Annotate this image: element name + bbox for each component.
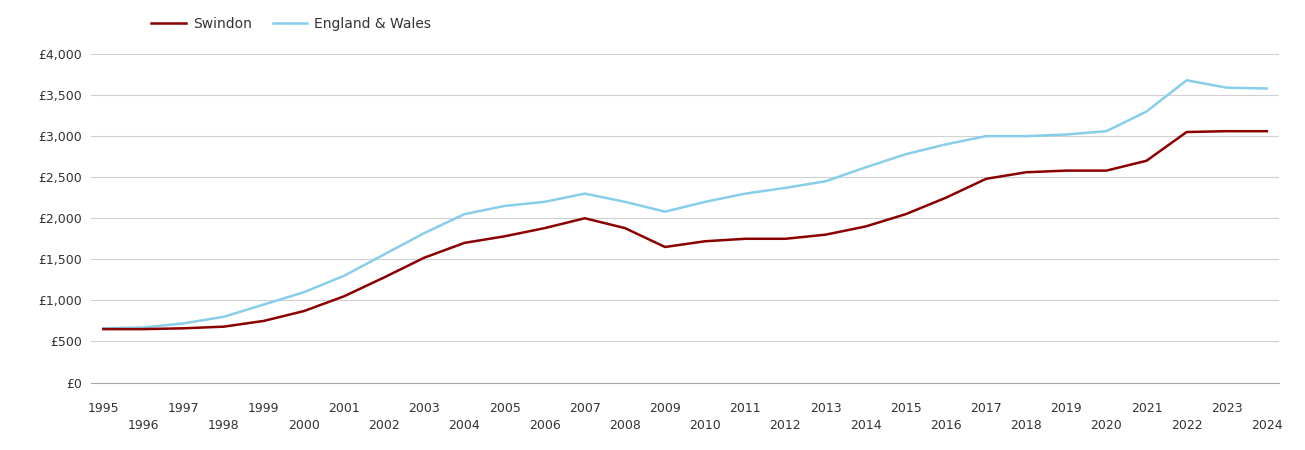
Text: 2018: 2018 (1010, 418, 1041, 432)
England & Wales (658, 209, 673, 214)
England & Wales (737, 191, 753, 196)
England & Wales (818, 179, 834, 184)
England & Wales (136, 325, 151, 330)
Swindon (296, 308, 312, 314)
England & Wales (697, 199, 713, 204)
Text: 1995: 1995 (87, 402, 119, 415)
Swindon (215, 324, 231, 329)
Text: 1997: 1997 (168, 402, 200, 415)
England & Wales (617, 199, 633, 204)
Text: 2009: 2009 (649, 402, 681, 415)
England & Wales (376, 252, 392, 257)
England & Wales (95, 326, 111, 331)
Swindon (376, 274, 392, 280)
England & Wales (176, 321, 192, 326)
England & Wales (577, 191, 592, 196)
Text: 1996: 1996 (128, 418, 159, 432)
Swindon (1178, 129, 1194, 135)
Text: 2006: 2006 (529, 418, 561, 432)
Swindon (337, 293, 352, 299)
Text: 2013: 2013 (809, 402, 842, 415)
England & Wales (416, 230, 432, 236)
England & Wales (337, 273, 352, 279)
Text: 2008: 2008 (609, 418, 641, 432)
Swindon (536, 225, 552, 231)
Swindon (497, 234, 513, 239)
Text: 2014: 2014 (850, 418, 881, 432)
Line: Swindon: Swindon (103, 131, 1267, 329)
Text: 2002: 2002 (368, 418, 401, 432)
England & Wales (215, 314, 231, 319)
Text: 2000: 2000 (288, 418, 320, 432)
Text: 2010: 2010 (689, 418, 722, 432)
England & Wales (1099, 129, 1114, 134)
Text: 1999: 1999 (248, 402, 279, 415)
Text: 2005: 2005 (488, 402, 521, 415)
Swindon (778, 236, 793, 242)
Swindon (95, 326, 111, 332)
Swindon (416, 255, 432, 261)
England & Wales (497, 203, 513, 209)
England & Wales (1058, 132, 1074, 137)
Swindon (617, 225, 633, 231)
Swindon (256, 318, 271, 324)
Swindon (1259, 129, 1275, 134)
Text: 2019: 2019 (1051, 402, 1082, 415)
Text: 2007: 2007 (569, 402, 600, 415)
England & Wales (457, 212, 472, 217)
Text: 2023: 2023 (1211, 402, 1242, 415)
England & Wales (1178, 77, 1194, 83)
Swindon (1139, 158, 1155, 163)
England & Wales (1018, 133, 1034, 139)
Text: 2022: 2022 (1171, 418, 1202, 432)
Swindon (658, 244, 673, 250)
England & Wales (778, 185, 793, 190)
Swindon (857, 224, 873, 229)
England & Wales (857, 165, 873, 170)
Swindon (1058, 168, 1074, 173)
Text: 2015: 2015 (890, 402, 921, 415)
Swindon (136, 326, 151, 332)
Text: 2024: 2024 (1251, 418, 1283, 432)
Text: 2017: 2017 (970, 402, 1002, 415)
Swindon (938, 195, 954, 200)
Swindon (1219, 129, 1235, 134)
England & Wales (1259, 86, 1275, 91)
Text: 2016: 2016 (930, 418, 962, 432)
England & Wales (1219, 85, 1235, 90)
England & Wales (898, 152, 913, 157)
Legend: Swindon, England & Wales: Swindon, England & Wales (146, 12, 437, 37)
England & Wales (979, 133, 994, 139)
Swindon (979, 176, 994, 181)
Line: England & Wales: England & Wales (103, 80, 1267, 328)
England & Wales (938, 142, 954, 147)
Swindon (1018, 170, 1034, 175)
Text: 2021: 2021 (1130, 402, 1163, 415)
England & Wales (1139, 109, 1155, 114)
Text: 2011: 2011 (729, 402, 761, 415)
Text: 2004: 2004 (449, 418, 480, 432)
Text: 2001: 2001 (329, 402, 360, 415)
England & Wales (256, 302, 271, 307)
Swindon (737, 236, 753, 242)
Text: 2020: 2020 (1091, 418, 1122, 432)
Swindon (1099, 168, 1114, 173)
Swindon (176, 326, 192, 331)
England & Wales (296, 289, 312, 295)
Text: 1998: 1998 (207, 418, 240, 432)
Swindon (818, 232, 834, 237)
Swindon (898, 212, 913, 217)
England & Wales (536, 199, 552, 204)
Swindon (577, 216, 592, 221)
Swindon (697, 238, 713, 244)
Text: 2012: 2012 (770, 418, 801, 432)
Text: 2003: 2003 (408, 402, 440, 415)
Swindon (457, 240, 472, 246)
